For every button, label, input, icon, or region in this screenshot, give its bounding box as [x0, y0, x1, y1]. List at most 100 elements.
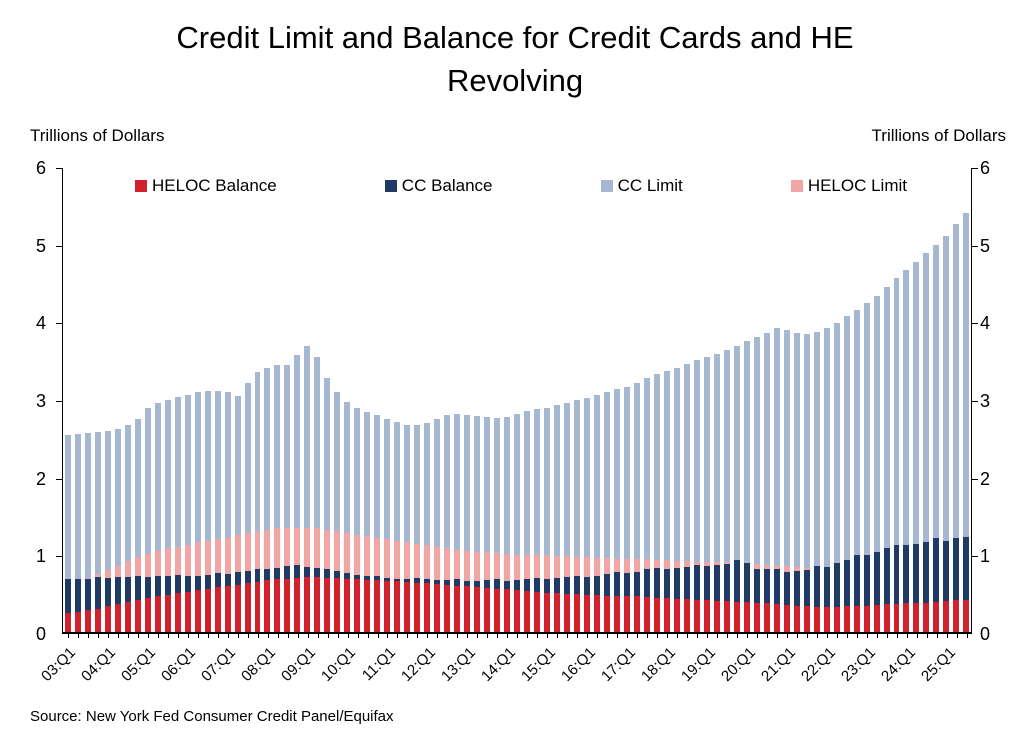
bar-group: [682, 168, 692, 638]
bar-cc-limit: [913, 261, 920, 632]
bar-cc-balance: [64, 578, 71, 632]
bar-group: [313, 168, 323, 638]
left-axis-caption: Trillions of Dollars: [30, 126, 165, 145]
bar-heloc-balance: [344, 578, 351, 632]
bar-cc-limit: [544, 407, 551, 632]
y-axis-label-left-1: 1: [35, 546, 46, 567]
bar-heloc-balance: [364, 580, 371, 632]
bar-cc-limit: [793, 332, 800, 632]
bar-cc-limit: [554, 405, 561, 632]
bar-cc-limit: [174, 396, 181, 632]
bar-cc-balance: [833, 563, 840, 632]
bar-group: [383, 168, 393, 638]
bar-cc-balance: [933, 538, 940, 632]
bar-heloc-balance: [64, 613, 71, 632]
bar-heloc-balance: [124, 601, 131, 632]
y-axis-label-right-6: 6: [980, 158, 991, 178]
bar-cc-balance: [923, 541, 930, 632]
bar-group: [872, 168, 882, 638]
bar-cc-balance: [84, 578, 91, 632]
bar-cc-balance: [723, 563, 730, 632]
bar-group: [592, 168, 602, 638]
bar-group: [482, 168, 492, 638]
bar-cc-limit: [823, 328, 830, 632]
bar-group: [552, 168, 562, 638]
bar-cc-limit: [484, 417, 491, 632]
bar-cc-limit: [224, 392, 231, 632]
bar-heloc-balance: [913, 602, 920, 632]
bar-group: [392, 168, 402, 638]
bar-heloc-balance: [853, 605, 860, 632]
bar-cc-limit: [873, 295, 880, 632]
bar-cc-balance: [94, 577, 101, 632]
bar-group: [73, 168, 83, 638]
bar-cc-limit: [274, 365, 281, 632]
bar-cc-limit: [524, 410, 531, 632]
bar-cc-limit: [843, 316, 850, 632]
bar-cc-limit: [254, 372, 261, 632]
bar-cc-limit: [583, 397, 590, 632]
bar-heloc-balance: [94, 608, 101, 632]
bar-group: [522, 168, 532, 638]
y-tick-left: [56, 168, 62, 169]
bar-group: [492, 168, 502, 638]
bar-heloc-balance: [324, 577, 331, 632]
bar-cc-limit: [693, 359, 700, 632]
bar-cc-balance: [863, 555, 870, 632]
bar-heloc-balance: [703, 600, 710, 632]
bar-group: [243, 168, 253, 638]
bar-heloc-balance: [793, 605, 800, 632]
legend-swatch-cc-balance: [384, 180, 397, 192]
bar-heloc-balance: [803, 606, 810, 632]
chart-title: Credit Limit and Balance for Credit Card…: [0, 16, 1030, 103]
bar-heloc-balance: [903, 603, 910, 632]
bar-group: [103, 168, 113, 638]
y-axis-label-right-5: 5: [980, 235, 991, 256]
bar-heloc-balance: [783, 604, 790, 632]
bar-cc-limit: [464, 415, 471, 632]
bar-group: [263, 168, 273, 638]
bar-group: [143, 168, 153, 638]
bar-group: [582, 168, 592, 638]
bar-cc-limit: [803, 334, 810, 632]
bar-group: [902, 168, 912, 638]
bar-heloc-balance: [943, 601, 950, 632]
bar-cc-limit: [903, 270, 910, 632]
bar-cc-limit: [494, 417, 501, 632]
bar-cc-limit: [893, 277, 900, 632]
bar-cc-limit: [633, 383, 640, 632]
bar-cc-balance: [693, 564, 700, 632]
bar-cc-balance: [813, 565, 820, 632]
bar-cc-balance: [823, 567, 830, 632]
bar-group: [962, 168, 972, 638]
bar-heloc-balance: [683, 598, 690, 632]
bar-cc-limit: [424, 423, 431, 632]
bar-heloc-balance: [184, 591, 191, 632]
bar-group: [223, 168, 233, 638]
bar-cc-balance: [873, 552, 880, 632]
bar-group: [572, 168, 582, 638]
bar-group: [442, 168, 452, 638]
bar-cc-limit: [304, 345, 311, 632]
bar-heloc-balance: [334, 577, 341, 632]
bar-heloc-balance: [613, 595, 620, 632]
bar-group: [472, 168, 482, 638]
bar-cc-limit: [773, 328, 780, 632]
bar-group: [672, 168, 682, 638]
bar-heloc-balance: [554, 593, 561, 632]
bar-group: [612, 168, 622, 638]
bar-cc-limit: [364, 411, 371, 632]
bar-cc-limit: [164, 400, 171, 632]
bar-heloc-balance: [893, 604, 900, 632]
x-axis-labels: 03:Q1 04:Q1 05:Q1 06:Q1 07:Q1 08:Q1 09:Q1 10:Q1…: [38, 634, 972, 704]
bar-cc-limit: [144, 407, 151, 632]
bar-heloc-balance: [434, 584, 441, 632]
bar-heloc-balance: [174, 593, 181, 632]
bar-group: [882, 168, 892, 638]
bar-heloc-balance: [404, 581, 411, 632]
bar-cc-limit: [354, 407, 361, 632]
bar-cc-balance: [853, 555, 860, 632]
bar-cc-limit: [504, 417, 511, 632]
bar-group: [692, 168, 702, 638]
